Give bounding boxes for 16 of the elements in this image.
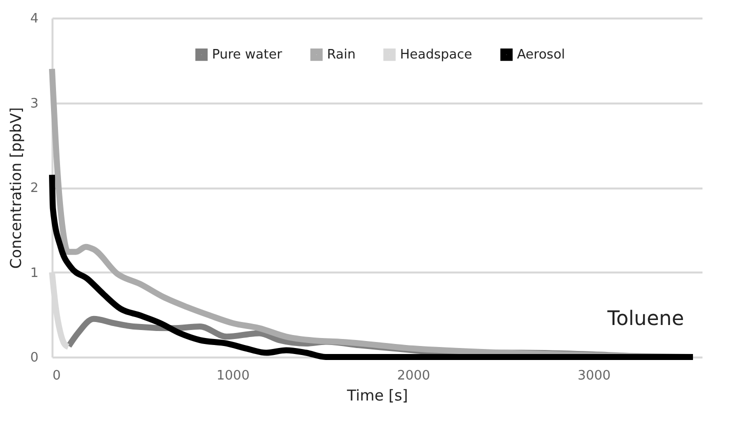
x-tick-label: 3000 [578, 368, 611, 384]
y-tick-label: 3 [30, 96, 38, 112]
y-axis-title: Concentration [ppbV] [7, 107, 26, 269]
legend-label: Pure water [212, 48, 283, 63]
y-tick-label: 2 [30, 181, 38, 196]
legend-label: Headspace [400, 48, 472, 63]
y-tick-label: 0 [30, 350, 38, 366]
y-tick-label: 4 [30, 12, 38, 26]
x-axis-title: Time [s] [346, 386, 408, 404]
legend-label: Aerosol [517, 48, 566, 63]
x-tick-label: 2000 [397, 368, 430, 384]
x-tick-label: 0 [52, 368, 61, 384]
annotation: Toluene [606, 306, 684, 330]
y-tick-label: 1 [30, 266, 38, 281]
x-tick-label: 1000 [216, 368, 250, 384]
legend-label: Rain [327, 48, 356, 63]
